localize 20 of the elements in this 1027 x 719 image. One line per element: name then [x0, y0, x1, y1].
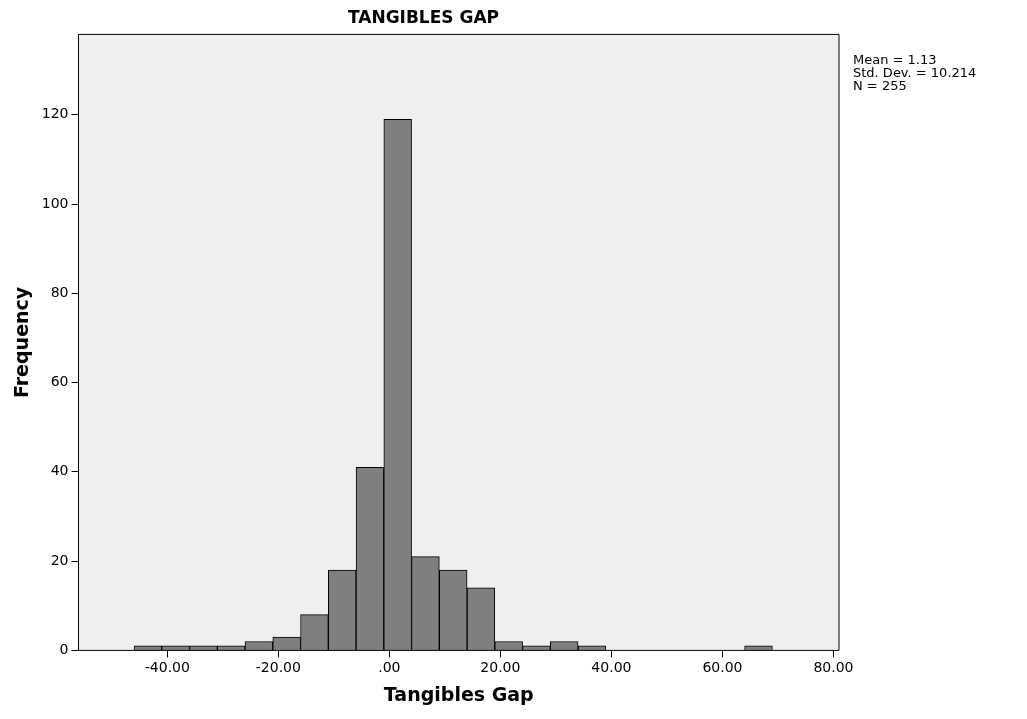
x-tick-label: .00 [378, 659, 401, 676]
chart-title: TANGIBLES GAP [347, 6, 500, 27]
y-tick-label: 0 [59, 641, 69, 658]
y-tick-label: 120 [41, 105, 69, 122]
y-tick-label: 100 [41, 194, 69, 211]
y-axis-title: Frequency [10, 286, 33, 399]
x-tick-label: 80.00 [813, 659, 854, 676]
text: Std. Dev. = 10.214 [853, 65, 977, 81]
x-axis-title: Tangibles Gap [383, 682, 534, 705]
x-tick-label: -20.00 [255, 659, 301, 676]
text: Mean = 1.13 [853, 52, 937, 68]
x-tick-label: -40.00 [144, 659, 190, 676]
text: N = 255 [853, 78, 907, 94]
x-tick-label: 40.00 [591, 659, 632, 676]
y-tick-label: 80 [50, 283, 69, 300]
y-tick-label: 60 [50, 373, 69, 390]
y-tick-label: 20 [50, 551, 69, 568]
y-tick-label: 40 [50, 462, 69, 479]
x-tick-label: 20.00 [480, 659, 521, 676]
x-tick-label: 60.00 [702, 659, 743, 676]
